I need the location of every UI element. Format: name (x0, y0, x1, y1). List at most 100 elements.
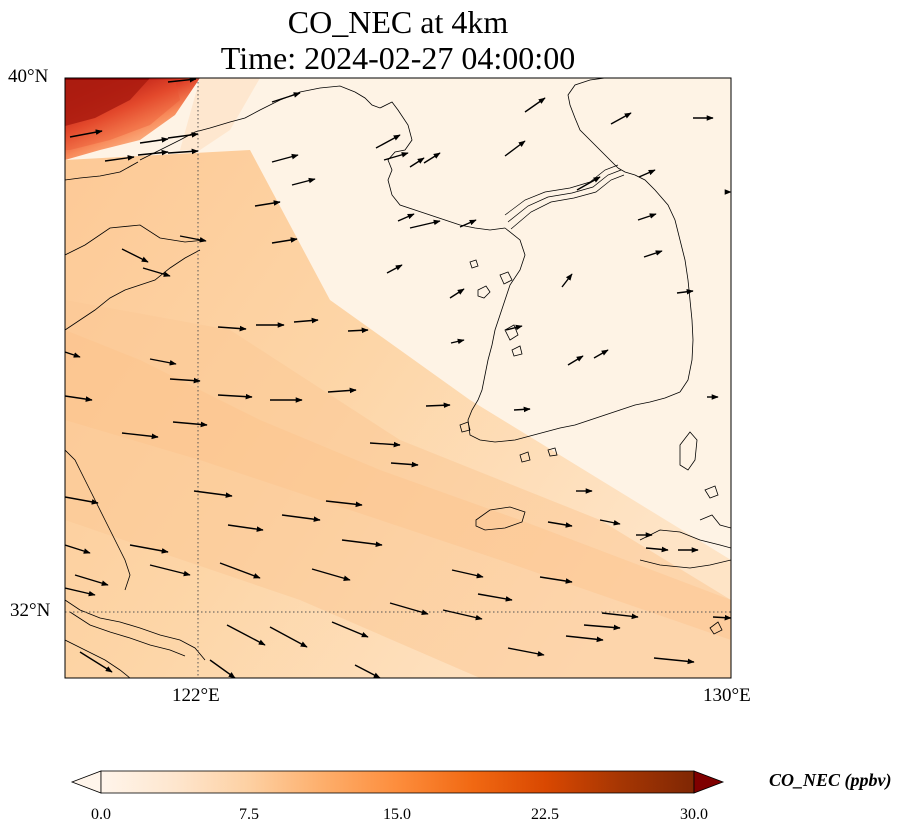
wind-arrow (643, 250, 663, 258)
wind-arrow (425, 402, 451, 409)
wind-arrow (65, 544, 91, 554)
wind-arrow (327, 387, 357, 394)
colorbar-tick-label: 22.5 (531, 806, 559, 823)
wind-arrow (583, 624, 621, 631)
wind-arrow (383, 152, 409, 161)
wind-arrow (293, 317, 319, 324)
wind-arrow (477, 593, 513, 602)
wind-arrow (137, 149, 169, 156)
wind-arrow (561, 273, 573, 288)
wind-arrow (565, 635, 604, 643)
wind-arrow (167, 78, 197, 83)
wind-arrow (386, 264, 403, 274)
wind-arrow (354, 664, 381, 678)
wind-arrow (375, 134, 401, 149)
lon-tick-label: 122°E (172, 685, 220, 706)
wind-arrow (169, 377, 201, 384)
wind-arrow (645, 546, 669, 553)
wind-arrow (65, 587, 96, 597)
wind-arrow (311, 568, 351, 581)
wind-arrow (409, 157, 425, 168)
wind-arrow (269, 626, 308, 648)
wind-arrow (513, 406, 531, 413)
wind-arrow (599, 519, 621, 526)
wind-arrow (397, 213, 415, 222)
wind-arrow (389, 602, 429, 615)
wind-arrow (593, 349, 609, 359)
wind-arrow (676, 289, 694, 295)
wind-arrow (193, 490, 233, 498)
wind-arrow (104, 155, 135, 162)
wind-arrow (325, 500, 363, 508)
figure-subtitle-time: Time: 2024-02-27 04:00:00 (220, 40, 576, 76)
wind-arrow (423, 152, 441, 164)
wind-arrow (74, 574, 109, 586)
wind-arrow (142, 267, 171, 277)
wind-arrow (567, 355, 584, 366)
wind-arrow (209, 659, 236, 678)
wind-arrow (390, 461, 419, 468)
colorbar-tick-label: 30.0 (680, 806, 708, 823)
wind-arrow (271, 153, 299, 163)
wind-arrow (653, 657, 695, 665)
wind-arrow (254, 200, 281, 207)
wind-arrow (149, 358, 177, 366)
wind-arrow (504, 140, 526, 157)
map-frame (64, 77, 732, 679)
lat-tick-label: 40°N (8, 66, 49, 87)
wind-vectors (65, 78, 731, 678)
wind-arrow (121, 432, 159, 440)
wind-arrow (341, 539, 383, 547)
wind-arrow (505, 324, 523, 331)
wind-arrow (576, 176, 601, 191)
wind-arrow (601, 612, 639, 620)
colorbar-tick-label: 7.5 (239, 806, 259, 823)
colorbar-gradient (100, 770, 695, 794)
wind-arrow (226, 624, 266, 646)
wind-arrow (149, 564, 191, 577)
wind-arrow (69, 129, 103, 138)
wind-arrow (637, 213, 657, 221)
colorbar-label: CO_NEC (ppbv) (769, 770, 892, 790)
wind-arrow (179, 235, 207, 243)
wind-arrow (291, 177, 316, 186)
wind-arrow (507, 647, 545, 657)
wind-arrow (65, 395, 93, 402)
colorbar-tick-label: 0.0 (91, 806, 111, 823)
wind-arrow (217, 393, 253, 400)
wind-arrow (547, 521, 573, 528)
coastlines (65, 78, 731, 678)
wind-arrow (451, 569, 484, 579)
wind-arrow (638, 169, 656, 178)
wind-arrow (65, 496, 99, 505)
wind-arrow (139, 137, 169, 144)
colorbar-extend-high (693, 770, 725, 794)
colorbar-extend-low (70, 770, 102, 794)
wind-arrow (217, 325, 247, 332)
wind-arrow (271, 237, 298, 244)
lat-tick-label: 32°N (10, 600, 51, 621)
wind-arrow (281, 514, 321, 522)
wind-arrow (369, 441, 401, 448)
wind-arrow (271, 92, 301, 103)
wind-arrow (129, 544, 169, 554)
wind-arrow (449, 288, 465, 299)
wind-arrow (610, 112, 632, 125)
wind-arrow (121, 248, 149, 263)
wind-arrow (442, 609, 483, 621)
wind-arrow (459, 219, 477, 228)
wind-arrow (347, 327, 369, 334)
wind-arrow (167, 148, 199, 155)
wind-arrow (79, 651, 113, 673)
wind-arrow (219, 562, 261, 579)
wind-arrow (65, 351, 81, 358)
wind-arrow (227, 524, 264, 532)
lon-tick-label: 130°E (703, 685, 751, 706)
wind-arrow (524, 97, 546, 113)
wind-arrow (450, 338, 465, 345)
wind-arrow (539, 576, 573, 584)
wind-arrow (331, 621, 369, 638)
wind-arrow (712, 614, 731, 621)
co-concentration-field (65, 78, 731, 678)
